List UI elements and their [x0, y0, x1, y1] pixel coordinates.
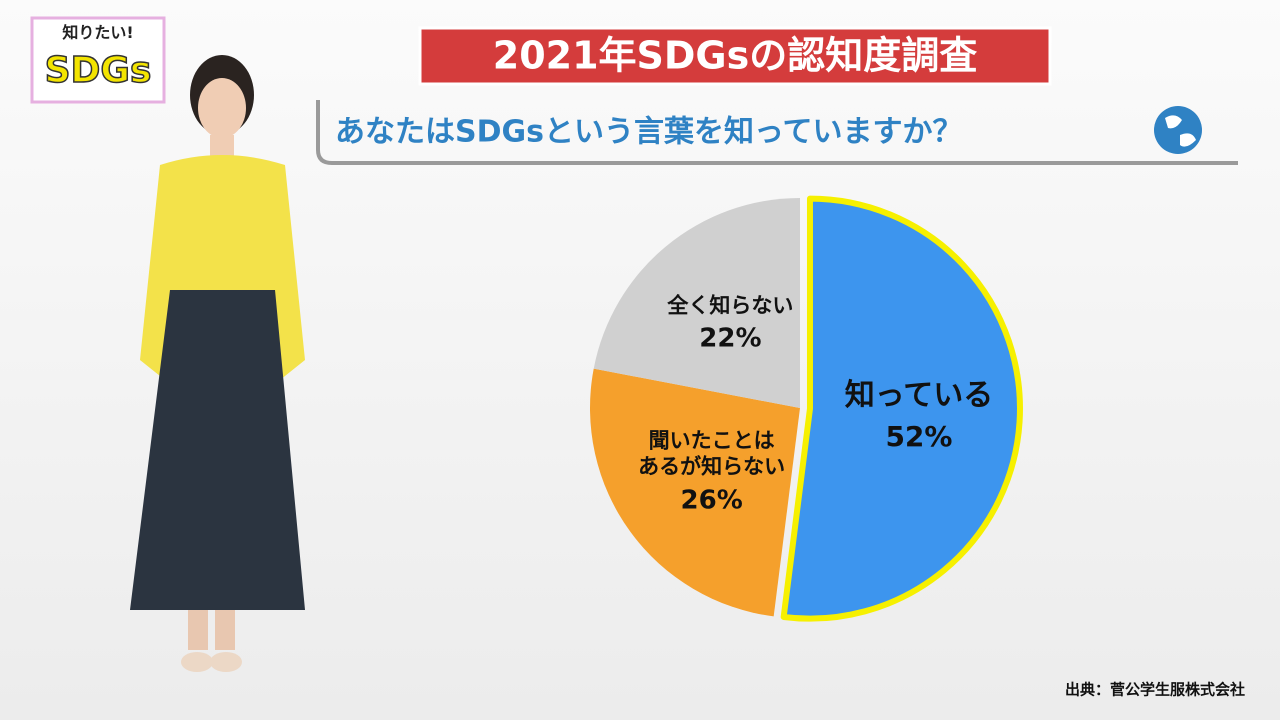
- category-label: 聞いたことは あるが知らない: [638, 428, 786, 479]
- value-label: 22%: [699, 323, 762, 354]
- category-label: 全く知らない: [667, 293, 794, 318]
- slice-label: 知っている 52%: [845, 377, 994, 454]
- value-label: 26%: [680, 485, 743, 516]
- subtitle-frame: [316, 100, 1238, 165]
- logo-box: [30, 16, 166, 104]
- slice-label: 聞いたことは あるが知らない 26%: [638, 428, 785, 517]
- pie-slice: [593, 198, 800, 408]
- title-box: [418, 26, 1052, 86]
- value-label: 52%: [885, 419, 953, 453]
- category-label: 知っている: [844, 378, 994, 414]
- logo: 知りたい! SDGs: [30, 16, 166, 104]
- pie-slice: [589, 368, 800, 617]
- chart-title: 2021年SDGsの認知度調査: [493, 34, 977, 78]
- presenter: [130, 55, 305, 672]
- globe-icon: [1154, 106, 1202, 154]
- slice-label: 全く知らない 22%: [667, 292, 793, 355]
- logo-line2: SDGs: [45, 50, 152, 91]
- pie-slice: [780, 195, 1023, 622]
- chart-subtitle: あなたはSDGsという言葉を知っていますか？: [335, 115, 963, 150]
- source-note: 出典：菅公学生服株式会社: [1065, 681, 1245, 699]
- logo-line1: 知りたい!: [62, 23, 133, 42]
